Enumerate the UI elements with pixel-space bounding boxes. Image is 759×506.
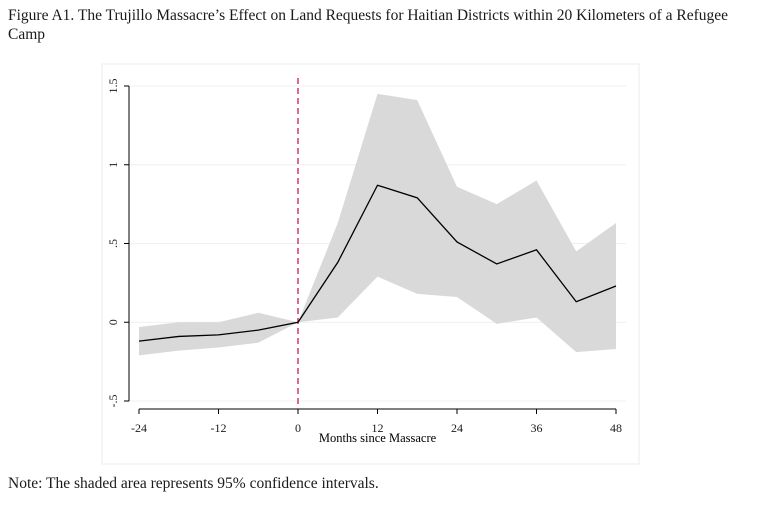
figure-title: Figure A1. The Trujillo Massacre’s Effec… — [8, 7, 729, 43]
y-tick-label-3: 1 — [106, 162, 120, 168]
x-tick-label-2: 0 — [295, 421, 301, 435]
x-tick-label-5: 36 — [531, 421, 543, 435]
figure-note: Note: The shaded area represents 95% con… — [8, 475, 379, 492]
chart: -24 -12 0 12 24 36 48 -.5 0 .5 1 1.5 Months since … — [101, 63, 640, 465]
series-line — [138, 184, 617, 342]
x-axis-label: Months since Massacre — [319, 431, 437, 445]
y-tick-label-1: 0 — [106, 319, 120, 325]
x-tick-label-4: 24 — [451, 421, 463, 435]
x-tick-label-6: 48 — [610, 421, 622, 435]
y-tick-label-2: .5 — [106, 239, 120, 248]
y-tick-label-4: 1.5 — [106, 79, 120, 94]
x-axis-ticks: -24 -12 0 12 24 36 48 — [131, 409, 622, 435]
x-tick-label-3: 12 — [372, 421, 384, 435]
x-tick-label-1: -12 — [211, 421, 227, 435]
confidence-band — [139, 93, 616, 356]
x-tick-label-0: -24 — [131, 421, 147, 435]
y-axis-ticks: -.5 0 .5 1 1.5 — [106, 79, 129, 408]
y-tick-label-0: -.5 — [106, 395, 120, 408]
